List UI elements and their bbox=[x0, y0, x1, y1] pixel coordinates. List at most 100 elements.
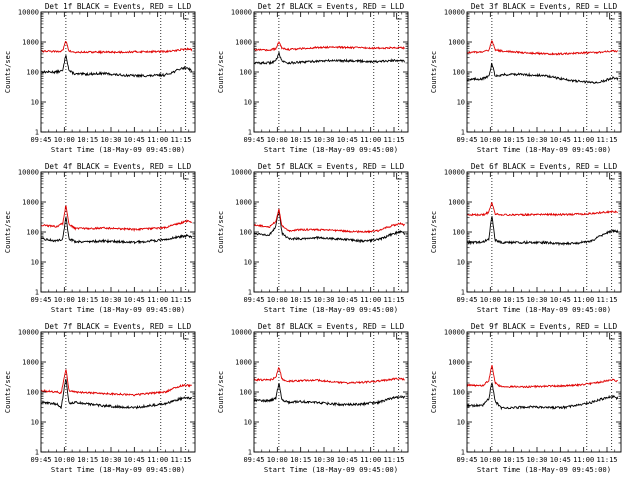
y-tick-label: 1 bbox=[35, 129, 39, 137]
x-tick-label: 11:00 bbox=[573, 456, 594, 464]
x-tick-label: 10:45 bbox=[337, 136, 358, 144]
chart-title: Det 2f BLACK = Events, RED = LLD bbox=[258, 2, 405, 11]
y-tick-label: 10 bbox=[31, 99, 39, 107]
chart-svg: Det 2f BLACK = Events, RED = LLD 1 10 100 10… bbox=[217, 2, 409, 154]
plot-frame bbox=[253, 11, 409, 133]
lld-line bbox=[40, 369, 192, 397]
x-tick-label: 09:45 bbox=[30, 456, 51, 464]
y-tick-label: 10000 bbox=[18, 9, 39, 17]
x-tick-label: 10:45 bbox=[550, 136, 571, 144]
y-tick-label: 100 bbox=[452, 229, 465, 237]
y-tick-label: 10 bbox=[31, 259, 39, 267]
x-tick-label: 10:00 bbox=[54, 136, 75, 144]
y-axis-label: Counts/sec bbox=[4, 51, 12, 93]
plot-frame bbox=[253, 171, 409, 293]
x-tick-label: 10:15 bbox=[77, 296, 98, 304]
x-axis-label: Start Time (18-May-09 09:45:00) bbox=[264, 145, 398, 154]
x-axis-label: Start Time (18-May-09 09:45:00) bbox=[51, 145, 185, 154]
corner-flag-icon bbox=[609, 333, 615, 340]
detector-panel-5: Det 5f BLACK = Events, RED = LLD 1 10 100 10… bbox=[213, 160, 426, 320]
y-tick-label: 10 bbox=[457, 259, 465, 267]
y-tick-label: 10 bbox=[31, 419, 39, 427]
y-tick-label: 1000 bbox=[448, 359, 465, 367]
events-line bbox=[253, 382, 406, 407]
x-axis-label: Start Time (18-May-09 09:45:00) bbox=[264, 305, 398, 314]
x-tick-label: 10:45 bbox=[337, 456, 358, 464]
y-tick-label: 1000 bbox=[235, 39, 252, 47]
y-tick-label: 10 bbox=[457, 419, 465, 427]
y-tick-label: 1 bbox=[461, 129, 465, 137]
chart-svg: Det 3f BLACK = Events, RED = LLD 1 10 100 10… bbox=[430, 2, 622, 154]
y-tick-label: 10 bbox=[457, 99, 465, 107]
y-axis-label: Counts/sec bbox=[217, 211, 225, 253]
x-tick-label: 11:00 bbox=[147, 296, 168, 304]
x-tick-label: 10:00 bbox=[267, 296, 288, 304]
detector-panel-9: Det 9f BLACK = Events, RED = LLD 1 10 100 10… bbox=[426, 320, 639, 480]
y-tick-label: 1 bbox=[248, 449, 252, 457]
lld-line bbox=[466, 202, 618, 217]
y-tick-label: 100 bbox=[239, 229, 252, 237]
lld-line bbox=[253, 40, 405, 52]
x-tick-label: 10:30 bbox=[100, 296, 121, 304]
y-axis-label: Counts/sec bbox=[430, 211, 438, 253]
x-tick-label: 11:15 bbox=[170, 456, 191, 464]
events-line bbox=[466, 216, 619, 247]
events-line bbox=[466, 62, 619, 85]
x-tick-label: 10:15 bbox=[77, 456, 98, 464]
x-axis-label: Start Time (18-May-09 09:45:00) bbox=[51, 465, 185, 474]
y-tick-label: 1000 bbox=[22, 39, 39, 47]
x-tick-label: 10:45 bbox=[550, 296, 571, 304]
corner-flag-icon bbox=[396, 333, 402, 340]
y-tick-label: 1000 bbox=[448, 199, 465, 207]
corner-flag-icon bbox=[609, 13, 615, 20]
x-tick-label: 11:15 bbox=[170, 296, 191, 304]
chart-title: Det 6f BLACK = Events, RED = LLD bbox=[471, 162, 618, 171]
x-tick-label: 10:30 bbox=[526, 456, 547, 464]
chart-svg: Det 4f BLACK = Events, RED = LLD 1 10 100 10… bbox=[4, 162, 196, 314]
y-tick-label: 100 bbox=[26, 389, 39, 397]
x-axis-label: Start Time (18-May-09 09:45:00) bbox=[51, 305, 185, 314]
chart-svg: Det 9f BLACK = Events, RED = LLD 1 10 100 10… bbox=[430, 322, 622, 474]
y-tick-label: 1 bbox=[461, 289, 465, 297]
corner-flag-icon bbox=[183, 13, 189, 20]
x-tick-label: 10:45 bbox=[550, 456, 571, 464]
chart-title: Det 1f BLACK = Events, RED = LLD bbox=[45, 2, 192, 11]
y-axis-label: Counts/sec bbox=[430, 371, 438, 413]
x-tick-label: 09:45 bbox=[243, 296, 264, 304]
chart-title: Det 9f BLACK = Events, RED = LLD bbox=[471, 322, 618, 331]
x-tick-label: 10:15 bbox=[77, 136, 98, 144]
lld-line bbox=[466, 40, 618, 56]
x-tick-label: 11:00 bbox=[147, 136, 168, 144]
x-tick-label: 10:45 bbox=[124, 296, 145, 304]
events-line bbox=[40, 378, 192, 410]
events-line bbox=[40, 215, 193, 245]
events-line bbox=[466, 381, 619, 411]
x-tick-label: 11:00 bbox=[147, 456, 168, 464]
x-tick-label: 11:15 bbox=[383, 136, 404, 144]
y-tick-label: 10000 bbox=[18, 329, 39, 337]
x-tick-label: 10:30 bbox=[526, 136, 547, 144]
x-tick-label: 11:00 bbox=[573, 136, 594, 144]
x-tick-label: 10:15 bbox=[503, 296, 524, 304]
x-tick-label: 10:15 bbox=[290, 296, 311, 304]
y-tick-label: 10000 bbox=[444, 169, 465, 177]
x-axis-label: Start Time (18-May-09 09:45:00) bbox=[477, 305, 611, 314]
x-tick-label: 09:45 bbox=[30, 296, 51, 304]
x-tick-label: 10:00 bbox=[54, 456, 75, 464]
y-tick-label: 10000 bbox=[231, 329, 252, 337]
chart-title: Det 7f BLACK = Events, RED = LLD bbox=[45, 322, 192, 331]
y-axis-label: Counts/sec bbox=[430, 51, 438, 93]
y-tick-label: 10000 bbox=[444, 9, 465, 17]
x-tick-label: 10:45 bbox=[124, 136, 145, 144]
y-tick-label: 1 bbox=[35, 449, 39, 457]
lld-line bbox=[254, 367, 405, 385]
y-tick-label: 1 bbox=[461, 449, 465, 457]
x-axis-label: Start Time (18-May-09 09:45:00) bbox=[477, 465, 611, 474]
chart-svg: Det 5f BLACK = Events, RED = LLD 1 10 100 10… bbox=[217, 162, 409, 314]
events-line bbox=[254, 52, 405, 66]
detector-panel-3: Det 3f BLACK = Events, RED = LLD 1 10 100 10… bbox=[426, 0, 639, 160]
x-tick-label: 09:45 bbox=[30, 136, 51, 144]
x-tick-label: 11:15 bbox=[596, 136, 617, 144]
detector-panel-4: Det 4f BLACK = Events, RED = LLD 1 10 100 10… bbox=[0, 160, 213, 320]
